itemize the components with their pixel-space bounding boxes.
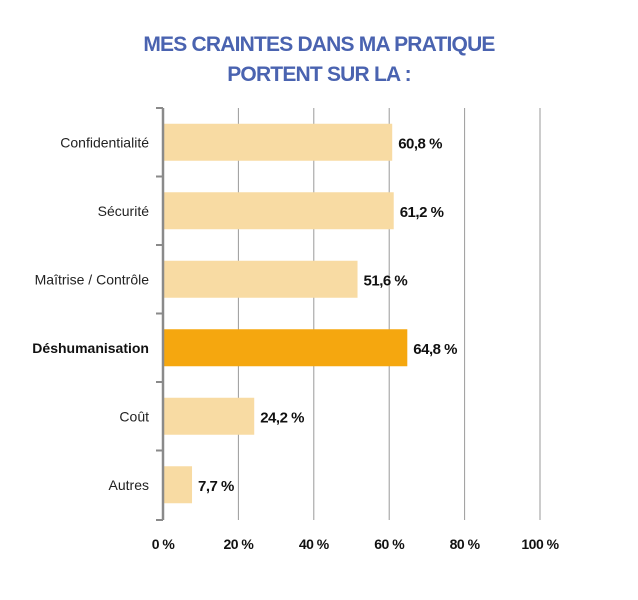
bar-0 [163, 123, 393, 161]
x-tick-label-100: 100 % [521, 536, 559, 552]
value-label-2: 51,6 % [364, 272, 408, 289]
bar-4 [163, 397, 255, 435]
labels: Confidentialité 60,8 % Sécurité 61,2 % Maîtr… [32, 134, 560, 552]
bar-5 [163, 466, 193, 504]
x-tick-label-20: 20 % [223, 536, 254, 552]
value-label-1: 61,2 % [400, 204, 444, 221]
x-tick-label-40: 40 % [299, 536, 330, 552]
category-label-4: Coût [119, 408, 149, 424]
value-label-5: 7,7 % [198, 478, 234, 495]
x-tick-label-80: 80 % [450, 536, 481, 552]
chart-title-line-2: PORTENT SUR LA : [227, 63, 411, 86]
category-label-3: Déshumanisation [32, 340, 149, 356]
gridlines [237, 108, 541, 520]
value-label-4: 24,2 % [260, 409, 304, 426]
y-axis [156, 107, 165, 521]
bars [163, 123, 408, 504]
x-tick-label-60: 60 % [374, 536, 405, 552]
chart-title: MES CRAINTES DANS MA PRATIQUE PORTENT SU… [0, 30, 638, 90]
x-tick-label-0: 0 % [152, 536, 176, 552]
chart-title-line-1: MES CRAINTES DANS MA PRATIQUE [143, 33, 495, 56]
bar-2 [163, 260, 358, 298]
category-label-0: Confidentialité [60, 134, 149, 150]
category-label-2: Maîtrise / Contrôle [35, 271, 150, 287]
value-label-0: 60,8 % [398, 135, 442, 152]
category-label-5: Autres [109, 477, 149, 493]
category-label-1: Sécurité [98, 203, 150, 219]
bar-3 [163, 329, 408, 367]
bar-1 [163, 192, 394, 230]
value-label-3: 64,8 % [413, 341, 457, 358]
